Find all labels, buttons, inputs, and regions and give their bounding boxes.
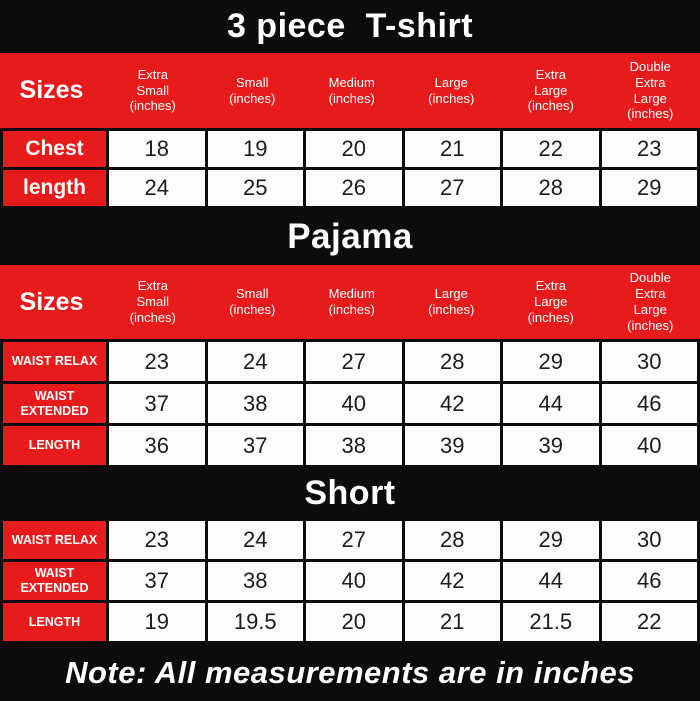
table-short: WAIST RELAX 23 24 27 28 29 30 WAIST EXTE… — [0, 518, 700, 644]
chest-cell: 20 — [306, 131, 402, 167]
size-col-large: Large (inches) — [428, 286, 475, 317]
waist-extended-cell: 40 — [306, 384, 402, 423]
waist-extended-cell: 44 — [503, 562, 599, 600]
length-cell: 21 — [404, 603, 500, 641]
waist-extended-cell: 38 — [207, 562, 303, 600]
length-cell: 25 — [207, 170, 303, 206]
row-label-waist-extended: WAIST EXTENDED — [3, 384, 106, 423]
waist-relax-cell: 23 — [109, 521, 205, 559]
length-cell: 39 — [503, 426, 599, 465]
size-col-extra-large: Extra Large (inches) — [527, 278, 574, 325]
length-cell: 21.5 — [503, 603, 599, 641]
row-label-length: length — [3, 170, 106, 206]
row-label-waist-relax: WAIST RELAX — [3, 521, 106, 559]
row-label-waist-relax: WAIST RELAX — [3, 342, 106, 381]
table-tshirt: Chest 18 19 20 21 22 23 length 24 25 26 … — [0, 128, 700, 209]
length-cell: 19.5 — [207, 603, 303, 641]
size-col-medium: Medium (inches) — [328, 74, 375, 106]
length-cell: 22 — [601, 603, 697, 641]
row-label-waist-extended: WAIST EXTENDED — [3, 562, 106, 600]
waist-extended-cell: 42 — [404, 562, 500, 600]
length-cell: 39 — [404, 426, 500, 465]
row-label-length: LENGTH — [3, 426, 106, 465]
waist-relax-cell: 23 — [109, 342, 205, 381]
length-cell: 19 — [109, 603, 205, 641]
length-cell: 38 — [306, 426, 402, 465]
waist-relax-cell: 27 — [306, 521, 402, 559]
section-title-pajama: Pajama — [0, 209, 700, 265]
size-col-double-extra-large: Double Extra Large (inches) — [627, 270, 674, 333]
section-title-tshirt: 3 piece T-shirt — [0, 0, 700, 53]
waist-relax-cell: 30 — [601, 342, 697, 381]
sizes-label: Sizes — [19, 287, 84, 316]
waist-extended-cell: 38 — [207, 384, 303, 423]
size-col-medium: Medium (inches) — [328, 286, 375, 317]
table-pajama: WAIST RELAX 23 24 27 28 29 30 WAIST EXTE… — [0, 339, 700, 468]
waist-relax-cell: 28 — [404, 342, 500, 381]
length-cell: 36 — [109, 426, 205, 465]
length-cell: 24 — [109, 170, 205, 206]
length-cell: 37 — [207, 426, 303, 465]
measurements-note: Note: All measurements are in inches — [0, 644, 700, 701]
length-cell: 27 — [404, 170, 500, 206]
length-cell: 26 — [306, 170, 402, 206]
size-col-extra-small: Extra Small (inches) — [129, 66, 176, 114]
size-col-extra-small: Extra Small (inches) — [129, 278, 176, 325]
waist-relax-cell: 29 — [503, 521, 599, 559]
length-cell: 40 — [601, 426, 697, 465]
waist-extended-cell: 46 — [601, 562, 697, 600]
size-header-row-pajama: Sizes Extra Small (inches) Small (inches… — [0, 265, 700, 339]
section-title-short: Short — [0, 468, 700, 518]
chest-cell: 18 — [109, 131, 205, 167]
waist-extended-cell: 37 — [109, 562, 205, 600]
size-col-double-extra-large: Double Extra Large (inches) — [627, 58, 674, 122]
waist-extended-cell: 46 — [601, 384, 697, 423]
waist-relax-cell: 24 — [207, 342, 303, 381]
waist-extended-cell: 37 — [109, 384, 205, 423]
waist-extended-cell: 40 — [306, 562, 402, 600]
sizes-label: Sizes — [19, 76, 84, 104]
length-cell: 20 — [306, 603, 402, 641]
chest-cell: 23 — [601, 131, 697, 167]
chest-cell: 19 — [207, 131, 303, 167]
chest-cell: 22 — [503, 131, 599, 167]
row-label-chest: Chest — [3, 131, 106, 167]
size-header-row-tshirt: Sizes Extra Small (inches) Small (inches… — [0, 53, 700, 128]
waist-relax-cell: 24 — [207, 521, 303, 559]
size-col-small: Small (inches) — [229, 74, 276, 106]
waist-relax-cell: 27 — [306, 342, 402, 381]
length-cell: 29 — [601, 170, 697, 206]
length-cell: 28 — [503, 170, 599, 206]
row-label-length: LENGTH — [3, 603, 106, 641]
chest-cell: 21 — [404, 131, 500, 167]
waist-relax-cell: 30 — [601, 521, 697, 559]
waist-extended-cell: 44 — [503, 384, 599, 423]
size-col-small: Small (inches) — [229, 286, 276, 317]
size-col-large: Large (inches) — [428, 74, 475, 106]
waist-relax-cell: 29 — [503, 342, 599, 381]
waist-extended-cell: 42 — [404, 384, 500, 423]
waist-relax-cell: 28 — [404, 521, 500, 559]
size-col-extra-large: Extra Large (inches) — [527, 66, 574, 114]
